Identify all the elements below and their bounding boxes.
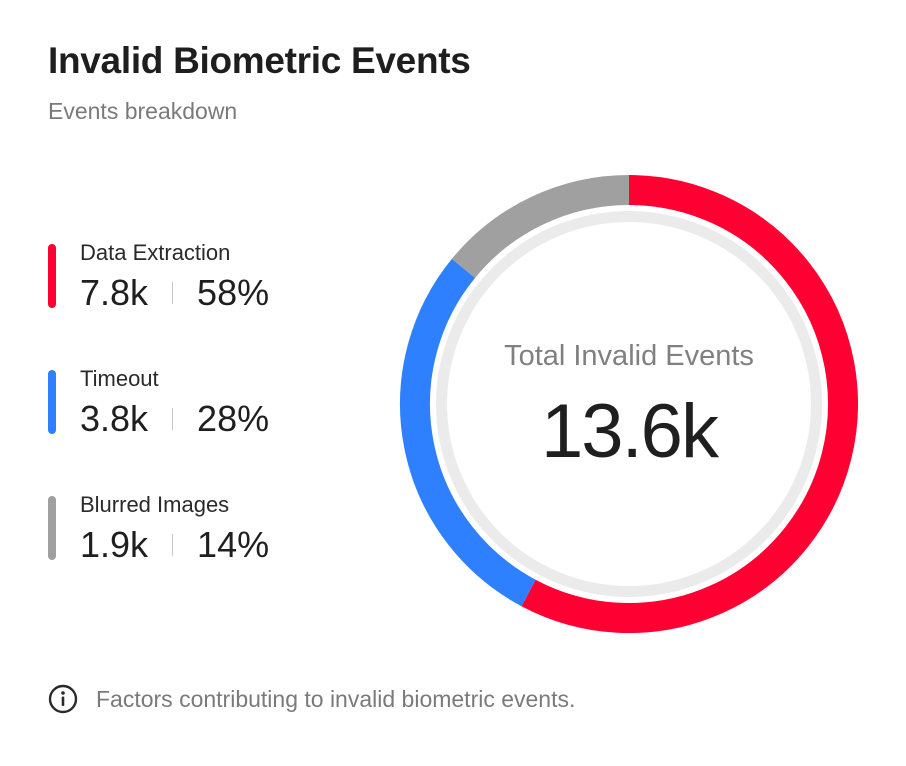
footer-text: Factors contributing to invalid biometri… (96, 685, 576, 712)
legend-label: Blurred Images (80, 492, 230, 517)
donut-chart (400, 175, 858, 633)
footer-note: Factors contributing to invalid biometri… (48, 684, 575, 714)
legend-percent: 14% (197, 524, 270, 565)
legend-count: 7.8k (80, 272, 149, 313)
legend-values: 3.8k 28% (80, 398, 269, 440)
legend-swatch-blurred-images (48, 496, 56, 560)
card-title: Invalid Biometric Events (48, 40, 471, 81)
legend-item-blurred-images: Blurred Images 1.9k 14% (48, 492, 368, 618)
legend-divider (172, 534, 174, 556)
legend: Data Extraction 7.8k 58% Timeout 3.8k 28… (48, 240, 368, 618)
donut-slice-data-extraction (521, 175, 858, 633)
legend-count: 1.9k (80, 524, 149, 565)
legend-percent: 58% (197, 272, 270, 313)
legend-swatch-data-extraction (48, 244, 56, 308)
card-subtitle: Events breakdown (48, 98, 238, 124)
legend-label: Timeout (80, 366, 159, 391)
donut-slice-timeout (400, 258, 536, 607)
legend-divider (172, 408, 174, 430)
donut-slice-blurred-images (451, 175, 630, 279)
legend-values: 7.8k 58% (80, 272, 269, 314)
legend-divider (172, 282, 174, 304)
legend-item-data-extraction: Data Extraction 7.8k 58% (48, 240, 368, 366)
legend-swatch-timeout (48, 370, 56, 434)
legend-values: 1.9k 14% (80, 524, 269, 566)
donut-center-label: Total Invalid Events (504, 340, 754, 372)
legend-count: 3.8k (80, 398, 149, 439)
legend-item-timeout: Timeout 3.8k 28% (48, 366, 368, 492)
donut-inner-track (436, 211, 822, 597)
legend-percent: 28% (197, 398, 270, 439)
donut-center-value: 13.6k (541, 389, 719, 474)
info-icon (48, 684, 78, 714)
legend-label: Data Extraction (80, 240, 231, 265)
